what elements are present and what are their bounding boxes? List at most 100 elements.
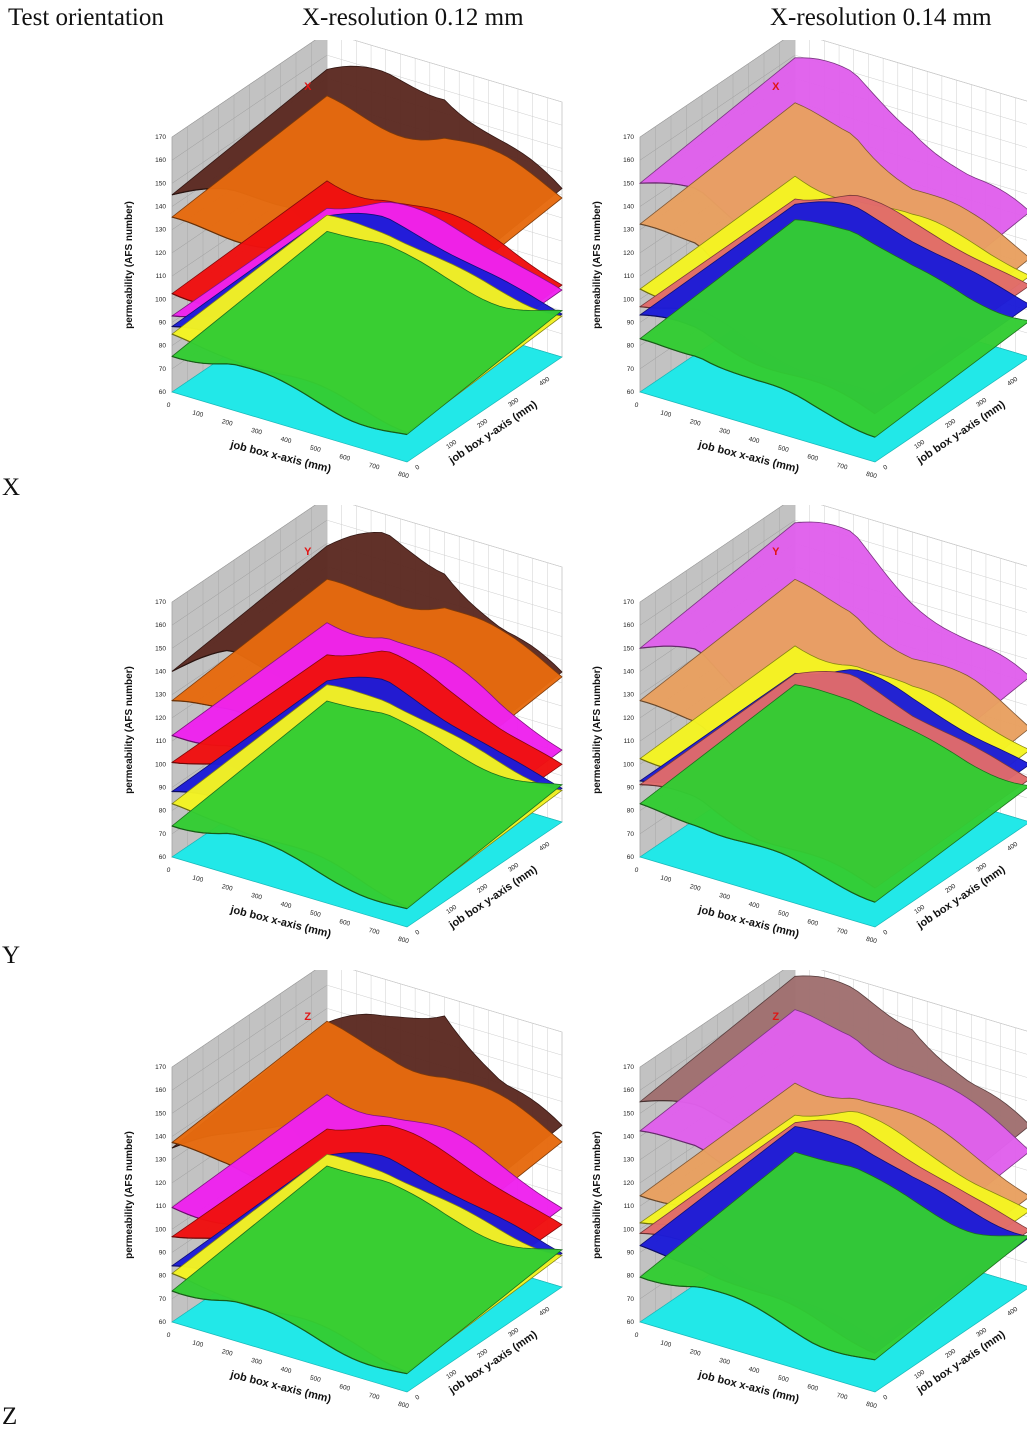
x-tick-label: 800 — [397, 471, 410, 481]
z-tick-label: 110 — [156, 1203, 167, 1210]
column-header-014: X-resolution 0.14 mm — [770, 4, 992, 31]
y-tick-label: 400 — [1006, 841, 1019, 853]
y-tick-label: 300 — [507, 397, 520, 409]
x-tick-label: 100 — [660, 1340, 673, 1350]
row-label-y: Y — [2, 942, 21, 969]
z-tick-labels: 60 70 80 90 100 110 120 130 140 150 160 170 — [623, 134, 634, 396]
z-tick-label: 130 — [155, 227, 166, 234]
x-tick-label: 200 — [689, 1348, 702, 1358]
z-tick-labels: 60 70 80 90 100 110 120 130 140 150 160 170 — [623, 599, 634, 861]
x-tick-label: 400 — [748, 901, 761, 911]
surface-edge — [171, 355, 408, 436]
row-label-x: X — [2, 474, 21, 501]
x-tick-label: 300 — [718, 1357, 731, 1367]
z-tick-labels: 60 70 80 90 100 110 120 130 140 150 160 170 — [155, 599, 166, 861]
x-tick-label: 300 — [250, 892, 263, 902]
panel-title: Y — [304, 546, 312, 558]
y-tick-label: 300 — [507, 862, 520, 874]
row-label-z: Z — [2, 1403, 18, 1430]
z-tick-label: 110 — [624, 1203, 635, 1210]
x-tick-label: 300 — [718, 892, 731, 902]
y-tick-label: 200 — [476, 1348, 489, 1360]
y-tick-label: 400 — [1006, 1306, 1019, 1318]
y-tick-label: 200 — [476, 418, 489, 430]
x-tick-label: 800 — [865, 936, 878, 946]
z-tick-label: 140 — [623, 669, 634, 676]
surface-edge — [639, 803, 876, 903]
y-tick-label: 0 — [882, 464, 889, 472]
x-tick-label: 400 — [280, 1366, 293, 1376]
y-tick-label: 500 — [569, 820, 570, 832]
x-tick-label: 700 — [836, 462, 849, 472]
y-tick-label: 100 — [445, 439, 458, 451]
z-tick-label: 160 — [155, 1087, 166, 1094]
z-tick-label: 80 — [627, 1273, 635, 1280]
z-tick-label: 120 — [155, 715, 166, 722]
panel-title: X — [772, 81, 780, 93]
z-tick-label: 150 — [623, 180, 634, 187]
z-tick-label: 170 — [623, 134, 634, 141]
x-tick-label: 800 — [397, 936, 410, 946]
z-tick-label: 70 — [159, 831, 167, 838]
z-tick-label: 120 — [155, 1180, 166, 1187]
z-axis-label: permeability (AFS number) — [592, 666, 603, 794]
x-tick-label: 200 — [689, 883, 702, 893]
z-tick-label: 150 — [623, 1110, 634, 1117]
y-tick-label: 100 — [445, 1369, 458, 1381]
x-tick-label: 700 — [836, 1392, 849, 1402]
x-tick-label: 0 — [634, 402, 640, 410]
x-tick-label: 700 — [368, 927, 381, 937]
z-tick-label: 160 — [155, 157, 166, 164]
z-tick-label: 100 — [155, 296, 166, 303]
z-tick-label: 140 — [623, 1134, 634, 1141]
z-tick-label: 130 — [623, 1157, 634, 1164]
z-axis-label: permeability (AFS number) — [592, 1131, 603, 1259]
x-tick-label: 100 — [660, 410, 673, 420]
z-tick-label: 80 — [627, 808, 635, 815]
y-tick-label: 100 — [445, 904, 458, 916]
y-tick-label: 300 — [975, 1327, 988, 1339]
y-tick-label: 500 — [569, 355, 570, 367]
z-tick-label: 160 — [623, 157, 634, 164]
x-tick-label: 600 — [806, 1383, 819, 1393]
x-tick-label: 500 — [777, 1375, 790, 1385]
x-axis-label: job box x-axis (mm) — [228, 439, 332, 476]
column-header-012: X-resolution 0.12 mm — [302, 4, 524, 31]
surface-edge — [639, 1276, 876, 1361]
x-tick-labels: 0 100 200 300 400 500 600 700 800 — [166, 867, 410, 946]
y-tick-label: 100 — [913, 1369, 926, 1381]
z-tick-label: 70 — [627, 366, 635, 373]
z-axis-label: permeability (AFS number) — [124, 666, 135, 794]
chart-panel: 60 70 80 90 100 110 120 130 140 150 160 170 0 100 200 3… — [124, 40, 570, 481]
chart-panel: 60 70 80 90 100 110 120 130 140 150 160 170 0 100 200 3… — [124, 505, 570, 946]
x-tick-label: 200 — [221, 418, 234, 428]
z-tick-label: 130 — [155, 1157, 166, 1164]
z-tick-label: 90 — [159, 1249, 167, 1256]
z-tick-label: 170 — [155, 1064, 166, 1071]
x-tick-label: 500 — [777, 445, 790, 455]
x-tick-label: 500 — [777, 910, 790, 920]
z-tick-label: 100 — [623, 761, 634, 768]
z-tick-label: 70 — [627, 1296, 635, 1303]
z-axis-label: permeability (AFS number) — [124, 201, 135, 329]
y-tick-label: 400 — [538, 841, 551, 853]
z-tick-label: 130 — [155, 692, 166, 699]
y-tick-label: 300 — [975, 862, 988, 874]
x-tick-label: 600 — [338, 453, 351, 463]
z-tick-label: 90 — [627, 319, 635, 326]
z-tick-label: 60 — [159, 389, 167, 396]
x-tick-label: 100 — [192, 1340, 205, 1350]
z-tick-label: 110 — [156, 738, 167, 745]
x-tick-label: 600 — [338, 918, 351, 928]
z-tick-labels: 60 70 80 90 100 110 120 130 140 150 160 170 — [623, 1064, 634, 1326]
panel-title: X — [304, 81, 312, 93]
x-axis-label: job box x-axis (mm) — [696, 439, 800, 476]
z-tick-label: 80 — [627, 343, 635, 350]
z-tick-label: 160 — [623, 1087, 634, 1094]
x-tick-label: 300 — [250, 1357, 263, 1367]
x-axis-label: job box x-axis (mm) — [696, 1369, 800, 1406]
x-tick-label: 400 — [748, 1366, 761, 1376]
y-tick-label: 400 — [1006, 376, 1019, 388]
z-tick-label: 90 — [627, 784, 635, 791]
z-tick-label: 150 — [155, 645, 166, 652]
